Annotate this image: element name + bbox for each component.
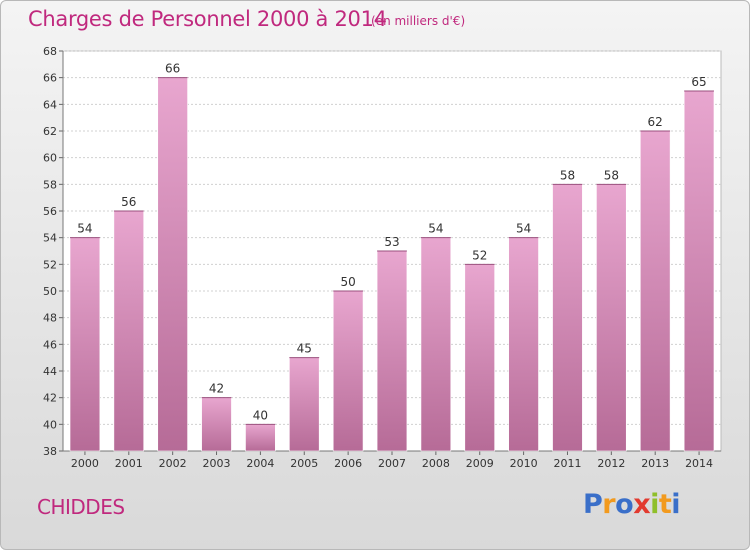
- data-label: 42: [209, 382, 224, 396]
- bar-2014: [683, 90, 715, 452]
- bar-2011: [552, 184, 583, 452]
- data-label: 45: [297, 342, 312, 356]
- data-label: 65: [691, 75, 706, 89]
- data-label: 52: [472, 248, 487, 262]
- y-tick-label: 68: [43, 45, 57, 58]
- data-label: 58: [604, 168, 619, 182]
- data-label: 50: [340, 275, 355, 289]
- bar-2012: [596, 184, 627, 452]
- y-tick-label: 64: [43, 98, 57, 111]
- logo-letter: x: [633, 489, 651, 520]
- x-tick-label: 2009: [466, 457, 494, 470]
- data-label: 53: [384, 235, 399, 249]
- y-tick-label: 62: [43, 125, 57, 138]
- y-tick-label: 56: [43, 205, 57, 218]
- bar-2008: [420, 237, 452, 452]
- logo-letter: i: [650, 489, 659, 520]
- x-tick-label: 2011: [553, 457, 581, 470]
- data-label: 58: [560, 168, 575, 182]
- y-tick-label: 66: [43, 72, 57, 85]
- x-tick-label: 2000: [71, 457, 99, 470]
- x-tick-label: 2001: [115, 457, 143, 470]
- y-tick-label: 60: [43, 152, 57, 165]
- chart-title: Charges de Personnel 2000 à 2014: [28, 7, 387, 31]
- data-label: 56: [121, 195, 136, 209]
- x-tick-label: 2014: [685, 457, 713, 470]
- y-tick-label: 48: [43, 312, 57, 325]
- logo-letter: i: [671, 489, 681, 520]
- bar-2013: [639, 130, 671, 452]
- x-tick-label: 2013: [641, 457, 669, 470]
- logo-letter: P: [583, 489, 603, 520]
- y-tick-label: 54: [43, 232, 57, 245]
- data-label: 54: [77, 222, 92, 236]
- bar-2001: [113, 210, 145, 452]
- y-tick-label: 50: [43, 285, 57, 298]
- bar-2004: [245, 424, 276, 452]
- x-tick-label: 2004: [246, 457, 274, 470]
- bar-2005: [289, 357, 320, 452]
- bar-2006: [332, 290, 364, 452]
- logo-letter: t: [658, 489, 672, 520]
- x-tick-label: 2006: [334, 457, 362, 470]
- x-tick-label: 2008: [422, 457, 450, 470]
- bar-2007: [376, 250, 408, 452]
- y-tick-label: 38: [43, 445, 57, 458]
- x-tick-label: 2010: [510, 457, 538, 470]
- y-tick-label: 58: [43, 178, 57, 191]
- proxiti-logo: Proxiti: [583, 489, 681, 520]
- x-tick-label: 2012: [597, 457, 625, 470]
- y-tick-label: 42: [43, 392, 57, 405]
- data-label: 54: [428, 222, 443, 236]
- x-tick-label: 2007: [378, 457, 406, 470]
- bar-2010: [508, 237, 539, 452]
- commune-name: CHIDDES: [37, 495, 125, 519]
- x-tick-label: 2003: [203, 457, 231, 470]
- y-tick-label: 46: [43, 338, 57, 351]
- logo-letter: o: [615, 489, 634, 520]
- bar-2009: [464, 264, 495, 452]
- bar-2002: [157, 77, 188, 452]
- data-label: 62: [648, 115, 663, 129]
- y-tick-label: 44: [43, 365, 57, 378]
- bar-2000: [69, 237, 101, 452]
- x-tick-label: 2002: [159, 457, 187, 470]
- bar-2003: [201, 397, 232, 452]
- chart-subtitle: (en milliers d'€): [371, 14, 466, 28]
- y-tick-label: 52: [43, 258, 57, 271]
- logo-letter: r: [602, 489, 616, 520]
- data-label: 40: [253, 408, 268, 422]
- y-tick-label: 40: [43, 418, 57, 431]
- x-tick-label: 2005: [290, 457, 318, 470]
- data-label: 66: [165, 62, 180, 76]
- data-label: 54: [516, 222, 531, 236]
